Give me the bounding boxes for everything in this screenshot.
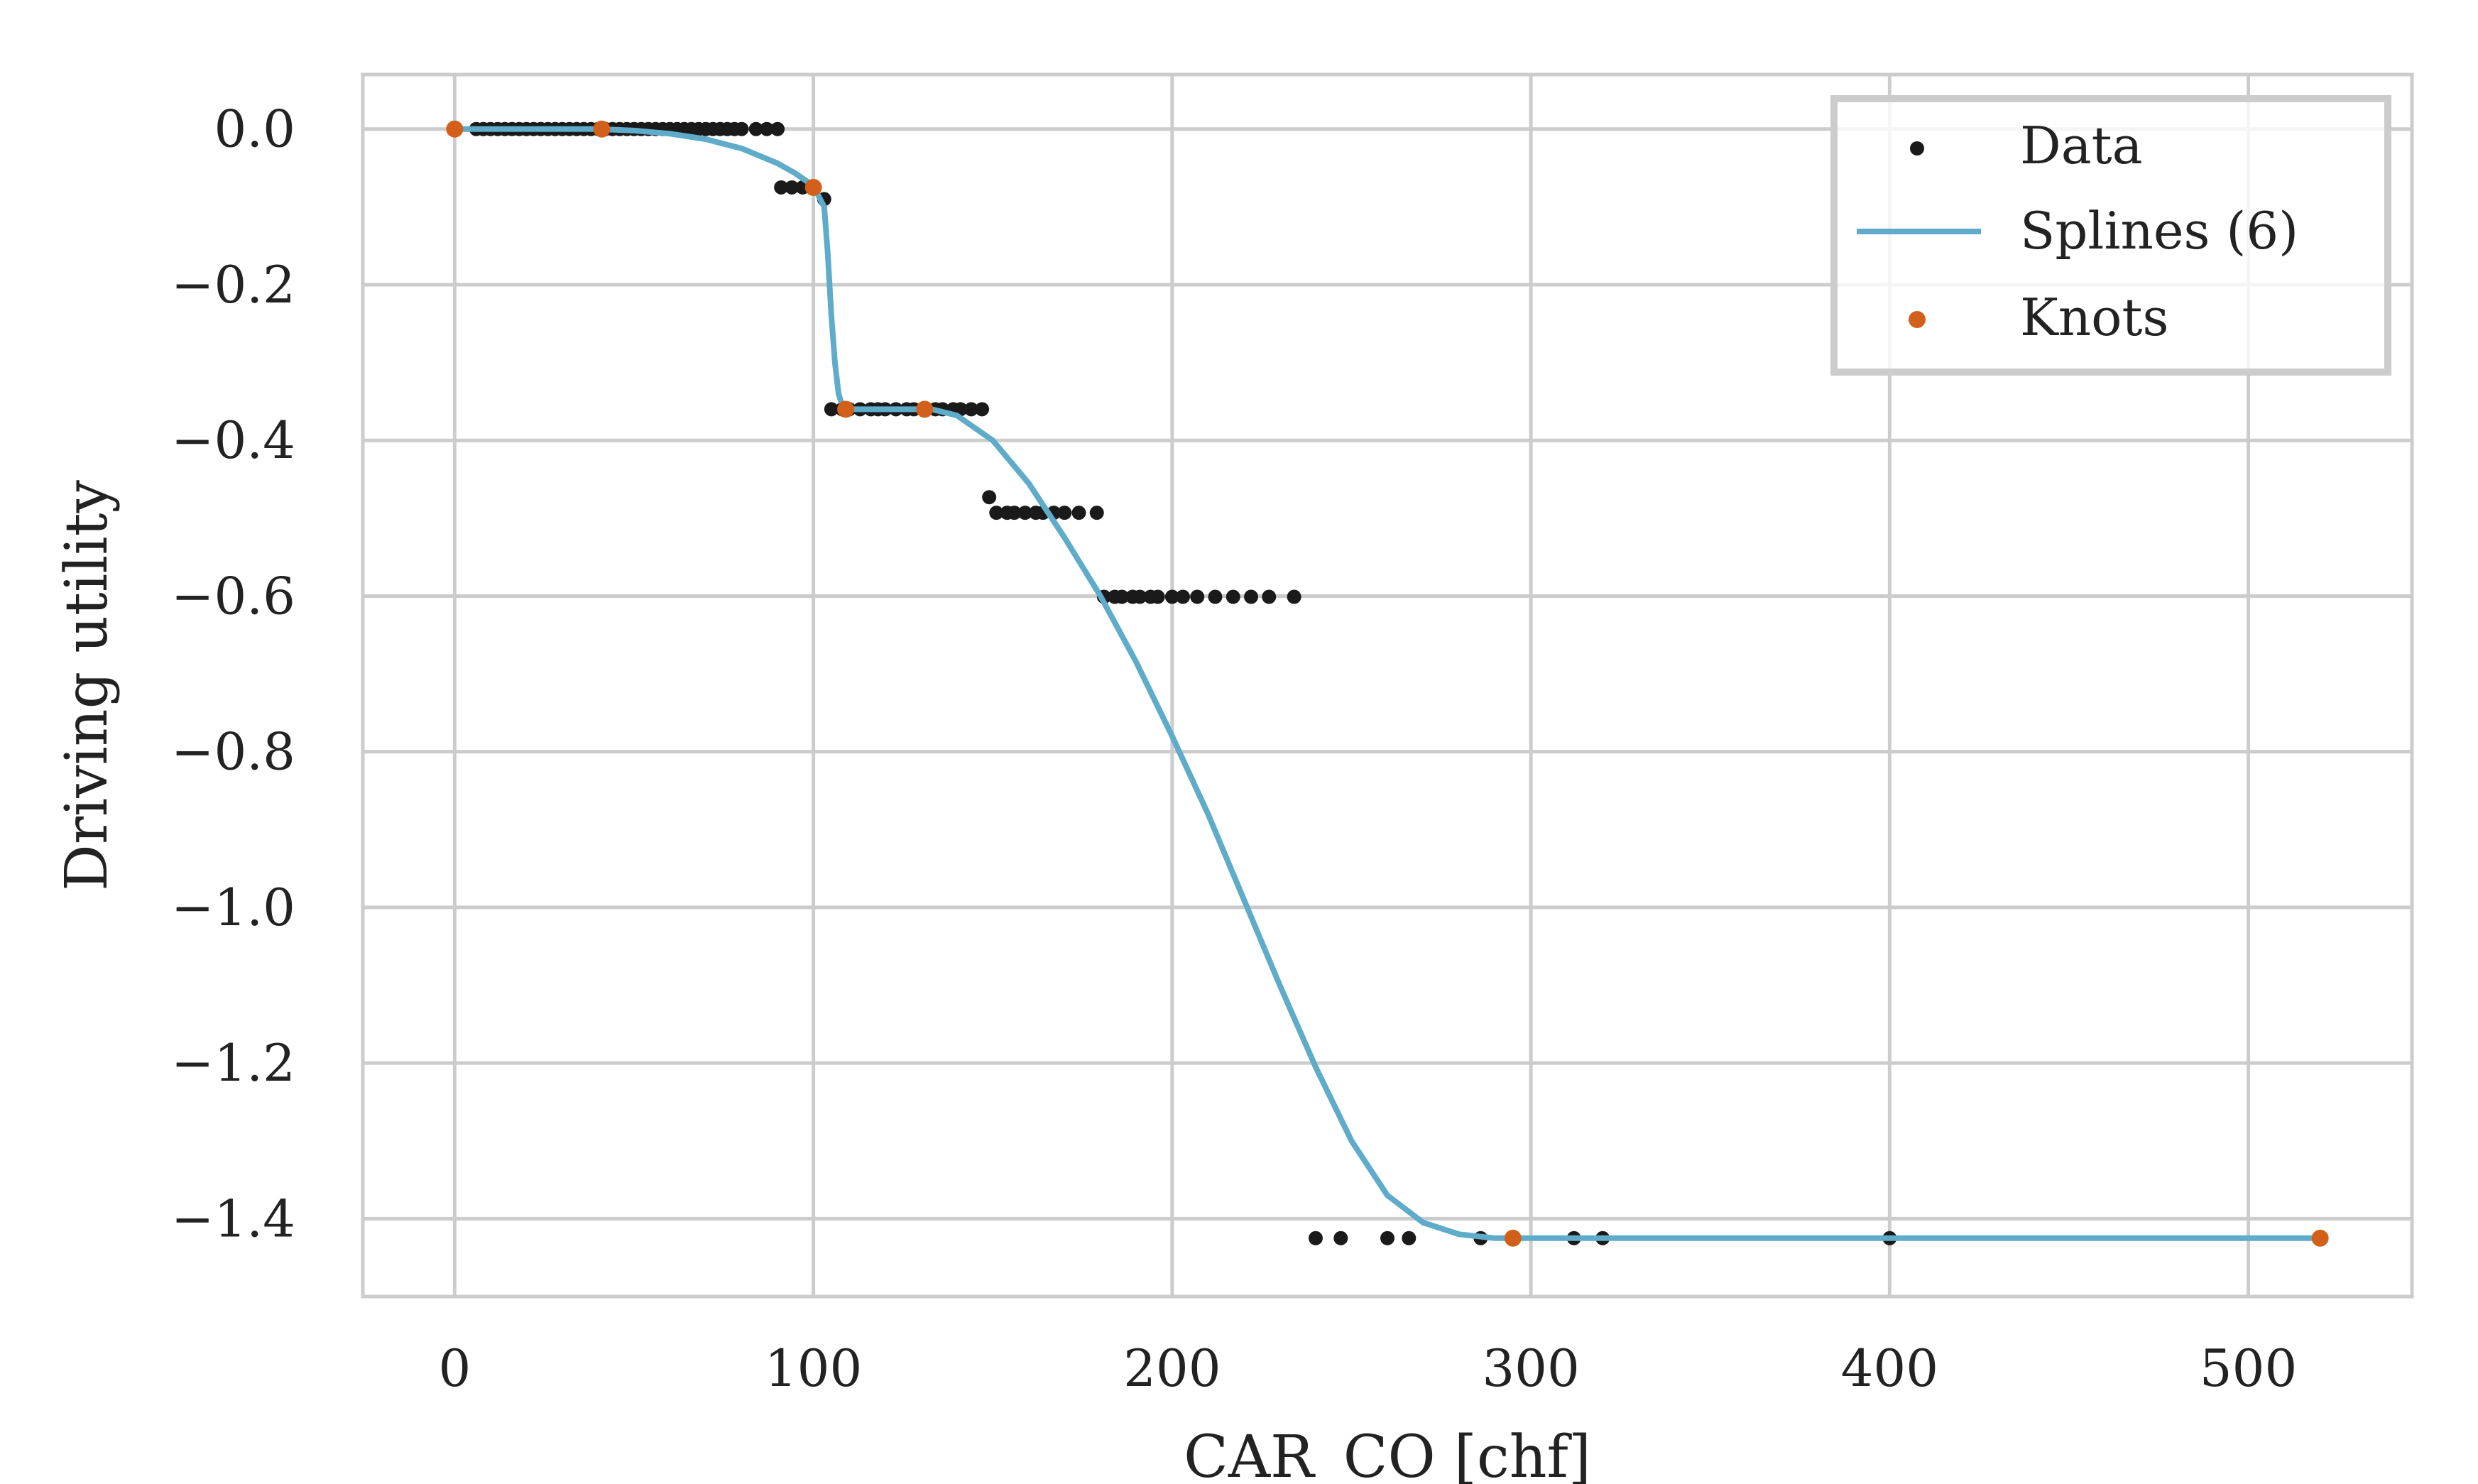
legend-box xyxy=(1830,95,2391,376)
y-tick-label: 0.0 xyxy=(214,99,295,159)
data-point xyxy=(1089,506,1104,520)
data-point xyxy=(748,121,763,136)
data-point xyxy=(785,180,799,195)
data-point xyxy=(824,402,839,417)
y-tick-label: −0.2 xyxy=(171,255,295,315)
data-point xyxy=(1190,589,1205,604)
data-point xyxy=(1115,589,1130,604)
data-point xyxy=(989,506,1004,520)
data-point xyxy=(734,121,749,136)
data-point xyxy=(1380,1231,1394,1245)
data-point xyxy=(1402,1231,1417,1245)
y-tick-label: −0.8 xyxy=(171,722,295,782)
data-point xyxy=(1017,506,1032,520)
y-tick-label: −1.2 xyxy=(171,1033,295,1093)
y-tick-label: −1.0 xyxy=(171,878,295,937)
data-point xyxy=(982,490,997,505)
data-point xyxy=(975,402,990,417)
data-point xyxy=(770,121,785,136)
grid xyxy=(363,75,2412,1297)
y-tick-label: −0.6 xyxy=(171,566,295,626)
x-tick-label: 500 xyxy=(2200,1338,2297,1398)
knot-point xyxy=(593,120,611,138)
x-tick-label: 100 xyxy=(765,1338,862,1398)
data-point xyxy=(1287,589,1301,604)
y-axis-label: Driving utility xyxy=(53,479,121,890)
x-tick-label: 0 xyxy=(438,1338,471,1398)
x-tick-label: 300 xyxy=(1482,1338,1579,1398)
data-point xyxy=(1226,589,1240,604)
data-point xyxy=(1333,1231,1348,1245)
y-tick-label: −0.4 xyxy=(171,410,295,470)
y-tick-labels: 0.0 −0.2 −0.4 −0.6 −0.8 −1.0 −1.2 −1.4 xyxy=(171,99,295,1249)
data-point xyxy=(759,121,774,136)
data-point xyxy=(1057,506,1072,520)
legend: Data Splines (6) Knots xyxy=(1830,95,2391,376)
y-tick-label: −1.4 xyxy=(171,1189,295,1248)
data-point xyxy=(964,402,978,417)
legend-data-marker xyxy=(1910,141,1924,156)
knot-points xyxy=(446,120,2329,1247)
knot-point xyxy=(446,120,464,138)
data-point xyxy=(774,180,789,195)
x-tick-label: 200 xyxy=(1123,1338,1221,1398)
data-point xyxy=(1071,506,1086,520)
data-point xyxy=(1132,589,1147,604)
data-point xyxy=(1150,589,1165,604)
data-point xyxy=(1308,1231,1323,1245)
legend-label-knots: Knots xyxy=(2020,288,2168,347)
knot-point xyxy=(837,400,855,418)
knot-point xyxy=(1504,1229,1522,1247)
legend-label-data: Data xyxy=(2020,116,2143,175)
data-point xyxy=(1262,589,1277,604)
plot-frame xyxy=(361,72,2414,1299)
data-point xyxy=(1007,506,1022,520)
legend-label-splines: Splines (6) xyxy=(2020,201,2298,261)
data-point xyxy=(1164,589,1179,604)
legend-knot-marker xyxy=(1909,311,1926,328)
data-point xyxy=(1244,589,1259,604)
knot-point xyxy=(2311,1229,2329,1247)
knot-point xyxy=(804,178,822,196)
knot-point xyxy=(916,400,934,418)
data-point xyxy=(1176,589,1191,604)
x-tick-label: 400 xyxy=(1841,1338,1938,1398)
x-tick-labels: 0 100 200 300 400 500 xyxy=(438,1338,2297,1398)
data-point xyxy=(1208,589,1223,604)
x-axis-label: CAR_CO [chf] xyxy=(1184,1424,1591,1484)
